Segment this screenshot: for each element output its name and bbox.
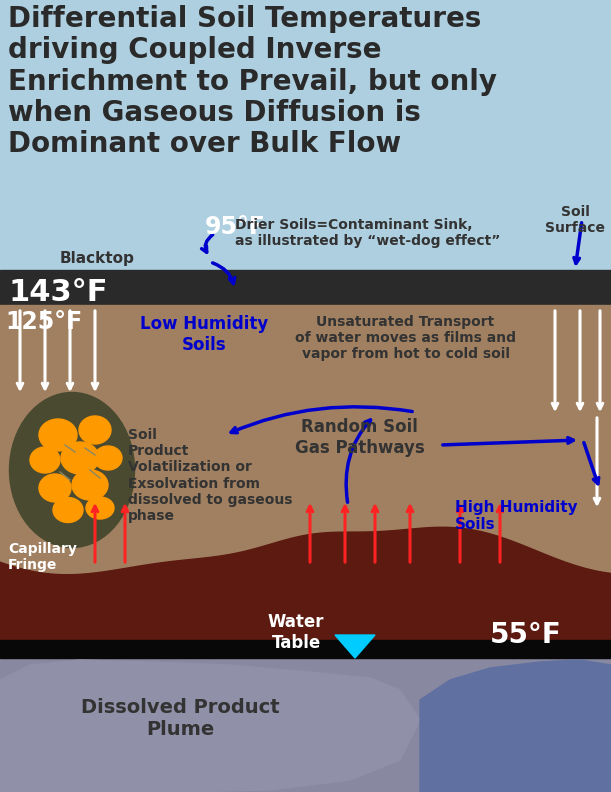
Bar (0, 270, 611, 305)
Text: Random Soil
Gas Pathways: Random Soil Gas Pathways (295, 418, 425, 457)
Text: Soil
Surface: Soil Surface (545, 205, 605, 235)
Ellipse shape (79, 416, 111, 444)
Ellipse shape (72, 470, 108, 500)
Bar (0, 640, 611, 658)
Polygon shape (0, 660, 420, 792)
Ellipse shape (61, 442, 99, 474)
Ellipse shape (39, 474, 71, 502)
Text: 143°F: 143°F (8, 278, 108, 307)
Ellipse shape (53, 497, 83, 523)
Bar (0, 305, 611, 595)
Bar (0, 658, 611, 792)
Polygon shape (420, 660, 611, 792)
Polygon shape (335, 635, 375, 658)
Ellipse shape (86, 497, 114, 519)
Ellipse shape (10, 393, 134, 547)
Text: High Humidity
Soils: High Humidity Soils (455, 500, 577, 532)
Ellipse shape (39, 419, 77, 451)
Text: Water
Table: Water Table (268, 613, 324, 652)
Text: Dissolved Product
Plume: Dissolved Product Plume (81, 698, 279, 739)
Text: 125°F: 125°F (5, 310, 82, 334)
Text: Capillary
Fringe: Capillary Fringe (8, 542, 77, 572)
Text: Soil
Product
Volatilization or
Exsolvation from
dissolved to gaseous
phase: Soil Product Volatilization or Exsolvati… (128, 428, 293, 523)
Text: Drier Soils=Contaminant Sink,
as illustrated by “wet-dog effect”: Drier Soils=Contaminant Sink, as illustr… (235, 218, 500, 248)
Ellipse shape (30, 447, 60, 473)
Polygon shape (0, 527, 611, 640)
Text: Low Humidity
Soils: Low Humidity Soils (140, 315, 268, 354)
Text: 95°F: 95°F (205, 215, 266, 239)
Text: 55°F: 55°F (490, 621, 562, 649)
Ellipse shape (94, 446, 122, 470)
Text: Blacktop: Blacktop (60, 250, 135, 265)
Text: Differential Soil Temperatures
driving Coupled Inverse
Enrichment to Prevail, bu: Differential Soil Temperatures driving C… (8, 5, 497, 158)
Text: Unsaturated Transport
of water moves as films and
vapor from hot to cold soil: Unsaturated Transport of water moves as … (295, 315, 516, 361)
